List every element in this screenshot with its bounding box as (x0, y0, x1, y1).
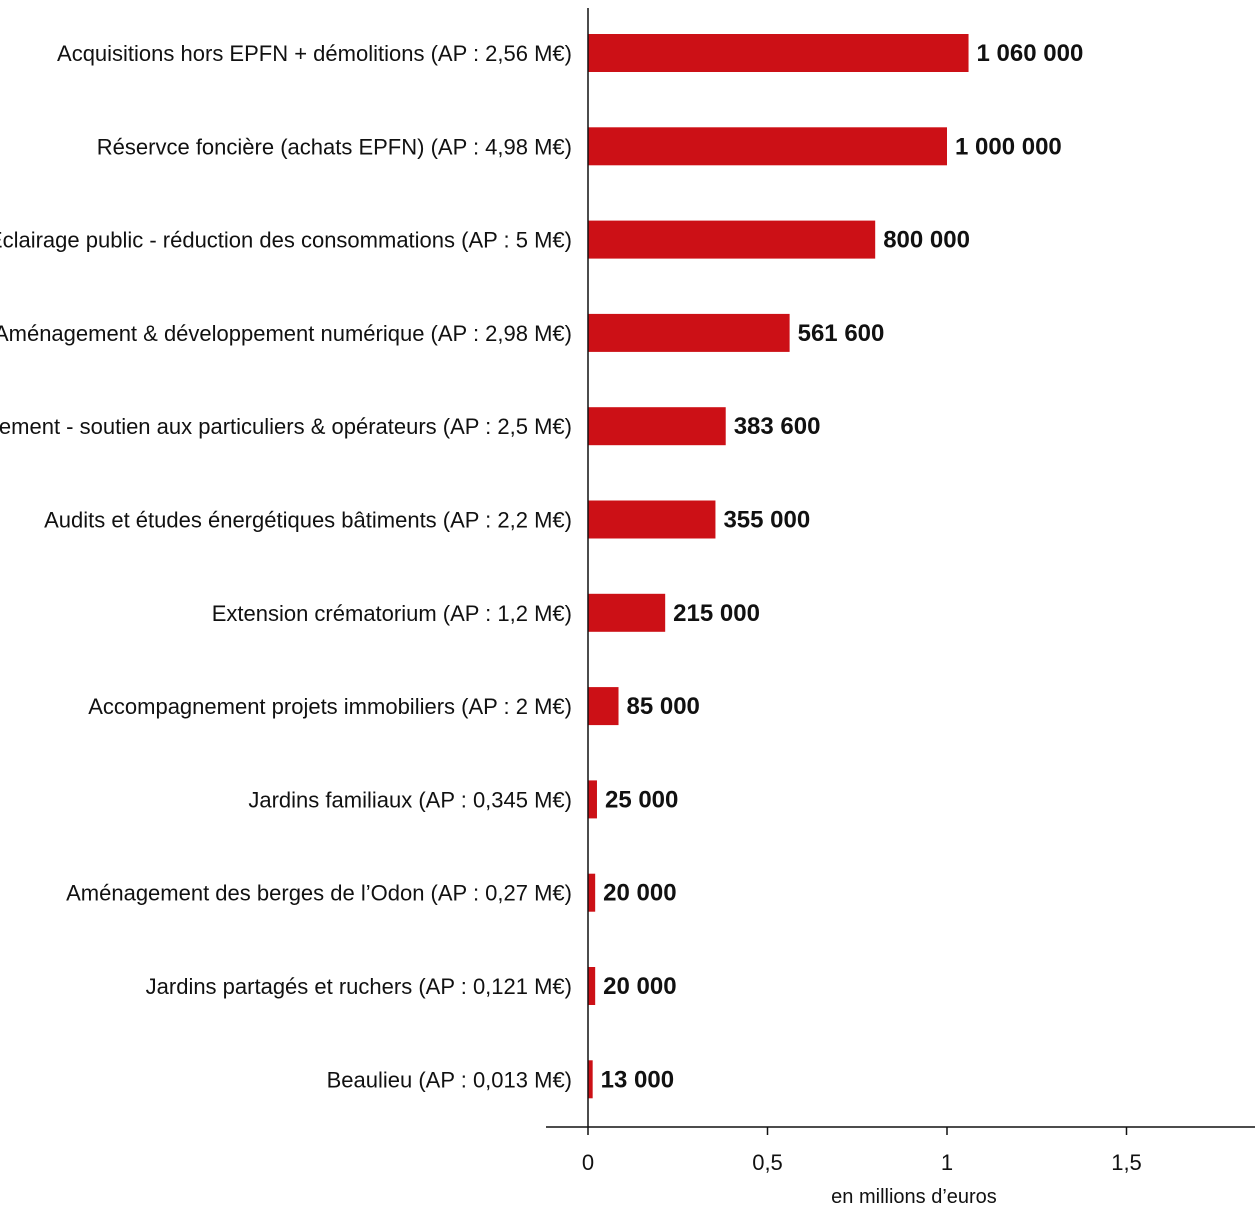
category-label: Aménagement des berges de l’Odon (AP : 0… (66, 881, 572, 906)
bar (588, 127, 947, 166)
data-label: 215 000 (673, 600, 760, 627)
data-label: 1 060 000 (977, 40, 1084, 67)
category-label: Aménagement & développement numérique (A… (0, 321, 572, 346)
category-label: Accompagnement projets immobiliers (AP :… (88, 694, 572, 719)
x-tick-label: 1 (941, 1150, 953, 1175)
bars-group: Acquisitions hors EPFN + démolitions (AP… (0, 34, 1084, 1099)
category-label: Acquisitions hors EPFN + démolitions (AP… (57, 41, 572, 66)
x-ticks-group: 0 0,5 1 1,5 (582, 1127, 1142, 1175)
x-axis-label: en millions d’euros (831, 1186, 997, 1208)
x-tick-label: 0,5 (752, 1150, 783, 1175)
bar (588, 687, 619, 726)
data-label: 85 000 (627, 693, 700, 720)
data-label: 25 000 (605, 786, 678, 813)
category-label: Jardins partagés et ruchers (AP : 0,121 … (146, 974, 572, 999)
data-label: 1 000 000 (955, 133, 1062, 160)
category-label: Audits et études énergétiques bâtiments … (44, 508, 572, 533)
bar (588, 313, 790, 352)
bar (588, 593, 666, 632)
bar (588, 220, 876, 259)
bar (588, 1060, 593, 1099)
bar (588, 500, 716, 539)
data-label: 561 600 (798, 320, 885, 347)
bar (588, 873, 596, 912)
x-tick-label: 1,5 (1111, 1150, 1142, 1175)
data-label: 13 000 (601, 1066, 674, 1093)
data-label: 20 000 (603, 880, 676, 907)
x-tick-label: 0 (582, 1150, 594, 1175)
data-label: 20 000 (603, 973, 676, 1000)
bar (588, 34, 969, 72)
category-label: Extension crématorium (AP : 1,2 M€) (212, 601, 572, 626)
category-label: Beaulieu (AP : 0,013 M€) (327, 1067, 572, 1092)
data-label: 355 000 (723, 507, 810, 534)
category-label: Eclairage public - réduction des consomm… (0, 228, 572, 253)
category-label: Réservce foncière (achats EPFN) (AP : 4,… (97, 134, 572, 159)
category-label: Logement - soutien aux particuliers & op… (0, 414, 572, 439)
bar (588, 967, 596, 1005)
category-label: Jardins familiaux (AP : 0,345 M€) (248, 787, 572, 812)
data-label: 383 600 (734, 413, 821, 440)
bar (588, 407, 726, 446)
data-label: 800 000 (883, 227, 970, 254)
bar (588, 780, 597, 819)
